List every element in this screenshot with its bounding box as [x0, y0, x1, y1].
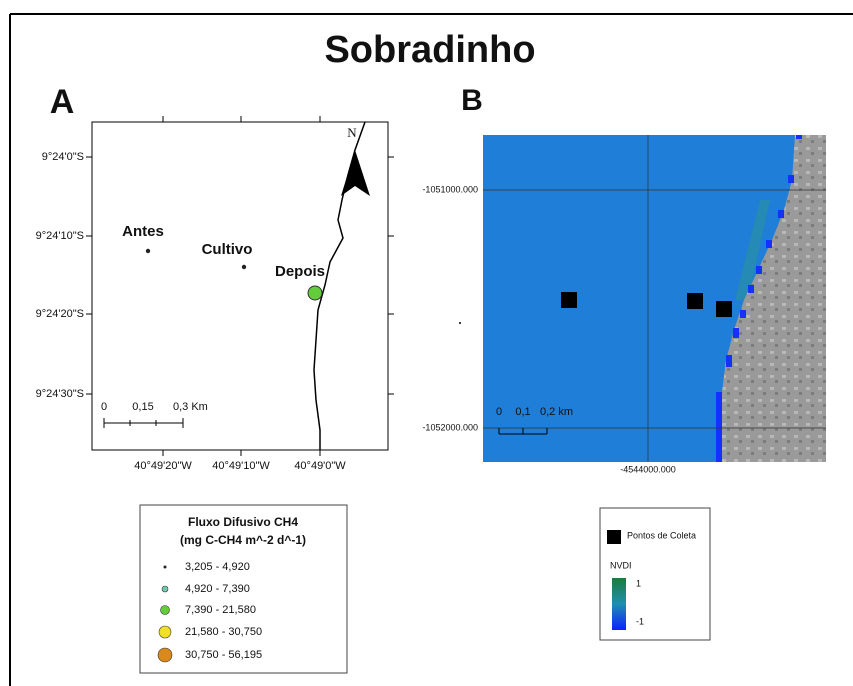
point [242, 265, 246, 269]
north-label: N [347, 125, 357, 140]
legend-item: 7,390 - 21,580 [185, 604, 256, 616]
legend-item: 4,920 - 7,390 [185, 583, 250, 595]
point-label: Depois [275, 263, 325, 280]
scale-label: 0,2 km [540, 406, 573, 418]
legend-symbol [161, 606, 170, 615]
y-label: -1051000.000 [422, 184, 478, 194]
point-label: Cultivo [202, 241, 253, 258]
legend-item: Pontos de Coleta [627, 530, 696, 540]
y-label: -1052000.000 [422, 422, 478, 432]
scale-label: 0,1 [515, 406, 530, 418]
figure: Sobradinho A 9°24'0"S 9°24'10"S 9°24'20"… [0, 0, 853, 686]
lon-label: 40°49'20"W [134, 460, 192, 472]
legend-item: 1 [636, 578, 641, 588]
scale-label: 0 [496, 406, 502, 418]
legend-symbol [159, 626, 171, 638]
x-label: -4544000.000 [620, 464, 676, 474]
point [146, 249, 150, 253]
lat-label: 9°24'10"S [36, 230, 84, 242]
lat-label: 9°24'20"S [36, 308, 84, 320]
ndvi-ramp [612, 578, 626, 630]
lon-label: 40°49'10"W [212, 460, 270, 472]
legend-symbol [607, 530, 621, 544]
point-label: Antes [122, 223, 164, 240]
lon-label: 40°49'0"W [294, 460, 346, 472]
legend-symbol [162, 586, 168, 592]
scale-label: 0,15 [132, 401, 153, 413]
panel-label: B [461, 84, 483, 117]
point [308, 286, 322, 300]
title: Sobradinho [324, 29, 535, 71]
lat-label: 9°24'0"S [42, 151, 84, 163]
legend-title: NVDI [610, 560, 632, 570]
legend-item: 21,580 - 30,750 [185, 626, 262, 638]
legend-item: 30,750 - 56,195 [185, 649, 262, 661]
legend-item: -1 [636, 616, 644, 626]
legend-item: 3,205 - 4,920 [185, 561, 250, 573]
scale-label: 0,3 Km [173, 401, 208, 413]
lat-label: 9°24'30"S [36, 388, 84, 400]
dot [459, 322, 461, 324]
scale-label: 0 [101, 401, 107, 413]
legend-title: Fluxo Difusivo CH4 [188, 515, 298, 529]
legend-symbol [164, 566, 167, 569]
panel-label: A [50, 83, 75, 121]
legend-subtitle: (mg C-CH4 m^-2 d^-1) [180, 533, 306, 547]
legend-symbol [158, 648, 172, 662]
